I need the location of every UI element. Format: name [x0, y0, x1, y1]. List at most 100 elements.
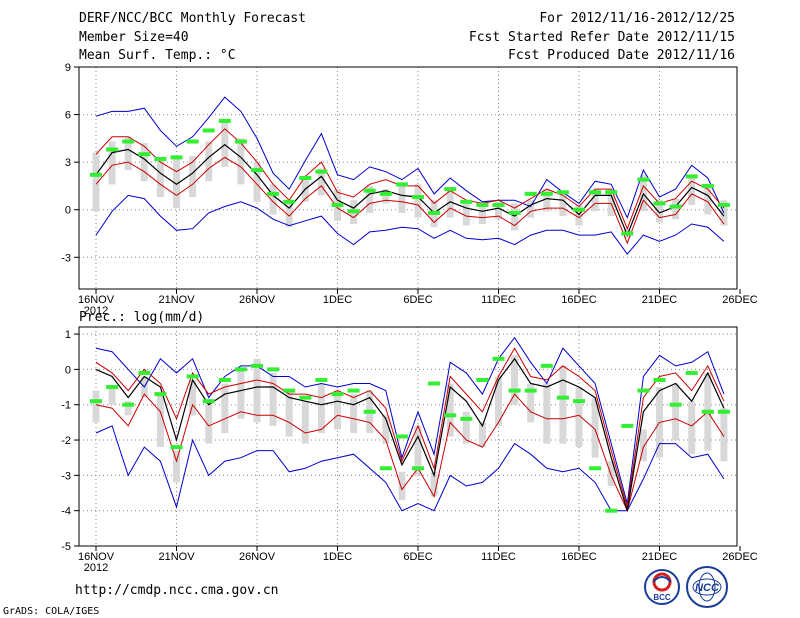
spread-box — [366, 185, 374, 213]
median-marker — [444, 187, 457, 192]
median-marker — [637, 177, 650, 182]
x-tick-label: 26DEC — [722, 551, 758, 563]
spread-box — [156, 394, 164, 448]
spread-box — [237, 138, 245, 185]
spread-box — [559, 192, 567, 217]
median-marker — [138, 152, 151, 157]
x-year-label: 2012 — [84, 305, 108, 317]
spread-box — [575, 387, 583, 448]
x-tick-label: 11DEC — [481, 551, 516, 563]
lower-line — [95, 393, 725, 513]
median-marker — [460, 199, 473, 204]
median-marker — [589, 466, 602, 471]
spread-box — [543, 383, 551, 444]
median-marker — [363, 188, 376, 193]
median-marker — [573, 399, 585, 404]
median-marker — [621, 231, 634, 236]
median-marker — [589, 190, 602, 195]
y-tick-label: -2 — [61, 435, 71, 447]
median-marker — [331, 202, 344, 207]
x-tick-label: 6DEC — [403, 551, 432, 563]
median-marker — [170, 445, 183, 450]
ncc-logo: NCC — [686, 566, 728, 608]
spread-box — [189, 155, 197, 198]
panel-1: -3 0 3 6 9 16NOV 21NOV 26NOV 1DEC 6DEC 11DEC 16DEC 2… — [61, 62, 758, 317]
median-marker — [154, 392, 167, 397]
svg-text:NCC: NCC — [695, 582, 720, 594]
lower-line — [95, 156, 725, 245]
median-marker — [202, 128, 215, 133]
spread-box — [124, 401, 132, 416]
median-marker — [428, 381, 441, 386]
median-marker — [492, 356, 505, 361]
spread-box — [285, 200, 293, 228]
median-marker — [508, 210, 521, 215]
median-marker — [428, 210, 441, 215]
y-tick-label: -3 — [61, 252, 71, 264]
spread-box — [269, 372, 277, 426]
median-marker — [202, 399, 215, 404]
spread-box — [607, 461, 615, 486]
spread-box — [543, 189, 551, 212]
median-marker — [540, 363, 553, 368]
spread-box — [173, 155, 180, 209]
forecast-started-date: Fcst Started Refer Date 2012/11/15 — [468, 30, 735, 45]
spread-box — [462, 411, 470, 444]
median-marker — [90, 399, 102, 404]
median-marker — [106, 385, 119, 390]
forecast-period: For 2012/11/16-2012/12/25 — [539, 11, 735, 26]
spread-box — [478, 203, 486, 224]
spread-box — [478, 422, 486, 448]
spread-box — [607, 189, 615, 217]
x-tick-label: 21NOV — [158, 294, 195, 306]
spread-box — [205, 401, 213, 444]
x-tick-label: 11DEC — [481, 294, 516, 306]
panel2-title: Prec.: log(mm/d) — [79, 310, 205, 325]
y-tick-label: 3 — [65, 157, 71, 169]
median-marker — [556, 190, 569, 195]
max-line — [95, 96, 725, 219]
median-marker — [170, 155, 183, 160]
median-marker — [573, 207, 585, 212]
median-marker — [122, 402, 135, 407]
median-marker — [186, 374, 199, 379]
median-marker — [138, 370, 151, 375]
x-tick-label: 26NOV — [239, 551, 276, 563]
spread-box — [672, 198, 680, 220]
spread-box — [672, 383, 680, 441]
spread-box — [189, 379, 197, 416]
median-marker — [251, 168, 263, 173]
y-tick-label: -1 — [61, 400, 71, 412]
x-year-label: 2012 — [84, 562, 108, 574]
spread-box — [382, 189, 390, 204]
x-tick-label: 16NOV — [78, 294, 115, 306]
spread-box — [285, 390, 293, 437]
min-line — [95, 425, 725, 512]
median-marker — [412, 195, 424, 200]
spread-box — [559, 365, 567, 444]
spread-box — [92, 390, 100, 423]
median-marker — [669, 402, 682, 407]
spread-box — [124, 136, 132, 171]
median-marker — [621, 423, 634, 428]
median-marker — [283, 388, 296, 393]
spread-box — [398, 471, 406, 501]
median-marker — [218, 377, 231, 382]
median-marker — [637, 388, 650, 393]
median-marker — [218, 118, 231, 123]
spread-box — [414, 184, 422, 218]
x-tick-label: 16NOV — [78, 551, 115, 563]
median-marker — [701, 409, 714, 414]
median-marker — [90, 172, 102, 177]
x-tick-label: 1DEC — [323, 294, 352, 306]
spread-box — [704, 184, 712, 215]
median-marker — [524, 191, 537, 196]
y-tick-label: 1 — [65, 329, 71, 341]
spread-box — [221, 120, 229, 167]
x-tick-label: 16DEC — [561, 551, 597, 563]
median-marker — [717, 202, 730, 207]
median-marker — [492, 202, 505, 207]
spread-box — [511, 203, 519, 231]
spread-box — [446, 383, 454, 437]
spread-box — [511, 355, 519, 405]
